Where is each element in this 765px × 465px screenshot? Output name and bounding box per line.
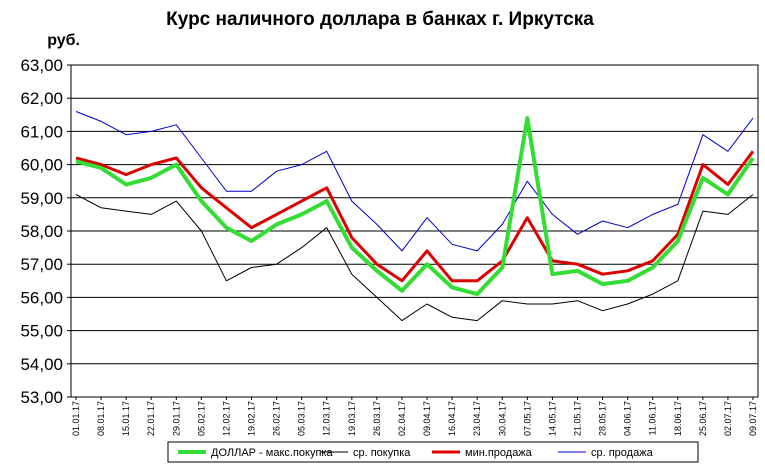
series-line	[75, 111, 754, 252]
x-axis-ticks: 01.01.17 08.01.17 15.01.17 22.01.17 29.01.17…	[71, 401, 758, 436]
series-line	[75, 194, 754, 322]
chart-title: Курс наличного доллара в банках г. Иркут…	[166, 9, 594, 30]
legend-label: мин.продажа	[465, 447, 533, 459]
y-tick-label: 56,00	[20, 288, 63, 307]
x-tick-label: 08.01.17	[96, 401, 106, 436]
y-tick-label: 55,00	[20, 322, 63, 341]
y-tick-label: 60,00	[20, 156, 63, 175]
x-tick-label: 26.03.17	[372, 401, 382, 436]
x-tick-label: 09.07.17	[748, 401, 758, 436]
x-tick-label: 05.03.17	[297, 401, 307, 436]
y-tick-label: 62,00	[20, 89, 63, 108]
series-lines	[75, 111, 755, 322]
x-tick-label: 23.04.17	[472, 401, 482, 436]
x-tick-label: 30.04.17	[497, 401, 507, 436]
y-tick-label: 63,00	[20, 56, 63, 75]
y-tick-label: 61,00	[20, 122, 63, 141]
x-tick-label: 22.01.17	[146, 401, 156, 436]
x-tick-label: 19.03.17	[347, 401, 357, 436]
x-tick-label: 26.02.17	[272, 401, 282, 436]
y-axis-ticks: 53,00 54,00 55,00 56,00 57,00 58,00 59,00 60,00…	[20, 56, 63, 407]
x-tick-label: 07.05.17	[522, 401, 532, 436]
x-tick-label: 16.04.17	[447, 401, 457, 436]
legend: ДОЛЛАР - макс.покупка ср. покупка мин.прод…	[167, 441, 699, 463]
y-axis-unit: руб.	[47, 32, 80, 49]
x-tick-label: 29.01.17	[171, 401, 181, 436]
x-tick-label: 12.02.17	[221, 401, 231, 436]
x-tick-label: 18.06.17	[673, 401, 683, 436]
x-tick-label: 28.05.17	[598, 401, 608, 436]
x-tick-label: 02.04.17	[397, 401, 407, 436]
legend-label: ср. покупка	[353, 447, 411, 459]
x-tick-label: 04.06.17	[623, 401, 633, 436]
y-tick-label: 57,00	[20, 255, 63, 274]
x-tick-label: 25.06.17	[698, 401, 708, 436]
grid	[67, 64, 758, 400]
y-tick-label: 53,00	[20, 388, 63, 407]
x-tick-label: 19.02.17	[247, 401, 257, 436]
legend-label: ДОЛЛАР - макс.покупка	[211, 447, 333, 459]
legend-label: ср. продажа	[591, 447, 654, 459]
x-tick-label: 01.01.17	[71, 401, 81, 436]
series-line	[75, 150, 755, 283]
x-tick-label: 02.07.17	[723, 401, 733, 436]
x-tick-label: 21.05.17	[572, 401, 582, 436]
y-tick-label: 58,00	[20, 222, 63, 241]
x-tick-label: 05.02.17	[196, 401, 206, 436]
y-tick-label: 54,00	[20, 355, 63, 374]
x-tick-label: 11.06.17	[648, 401, 658, 435]
plot-frame	[70, 64, 759, 398]
series-line	[75, 116, 755, 297]
x-tick-label: 09.04.17	[422, 401, 432, 436]
x-tick-label: 15.01.17	[121, 401, 131, 436]
y-tick-label: 59,00	[20, 189, 63, 208]
x-tick-label: 14.05.17	[547, 401, 557, 436]
x-tick-label: 12.03.17	[322, 401, 332, 436]
